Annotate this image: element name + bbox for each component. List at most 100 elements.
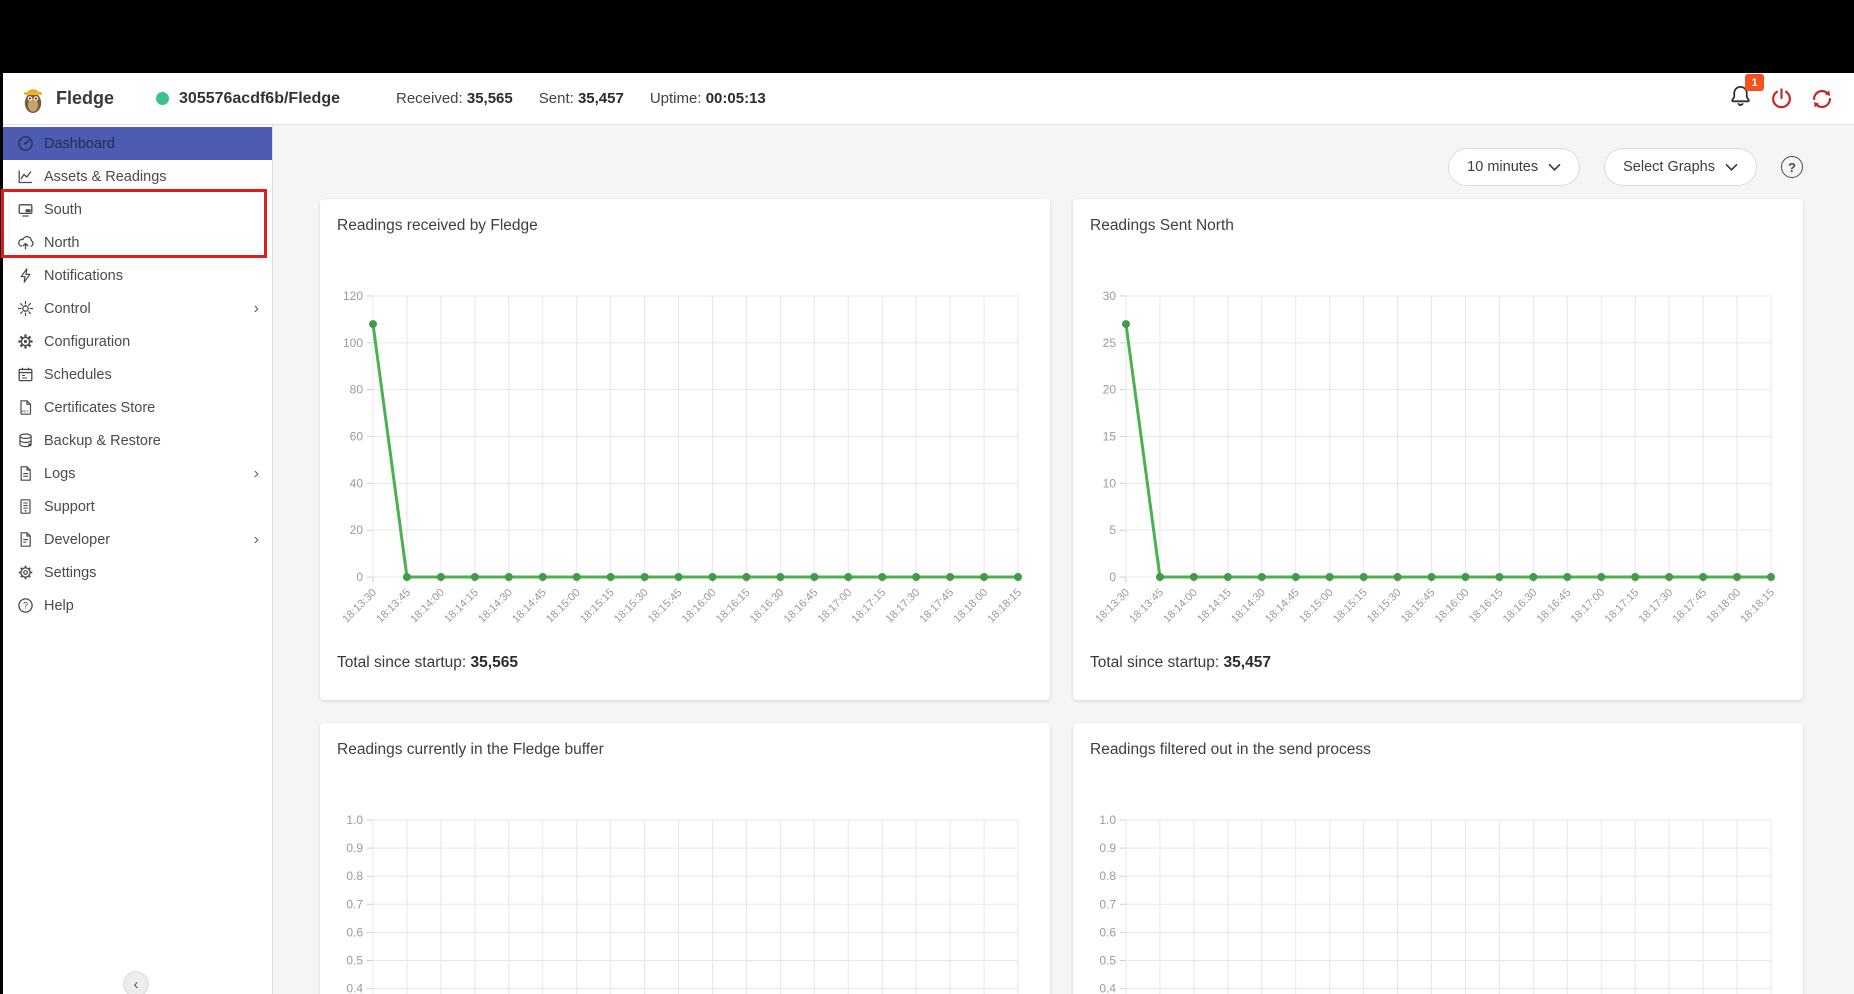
sidebar-item-label: Logs xyxy=(44,465,76,482)
svg-text:18:15:30: 18:15:30 xyxy=(1365,587,1404,626)
svg-text:1.0: 1.0 xyxy=(1099,813,1116,827)
svg-text:18:14:00: 18:14:00 xyxy=(408,587,447,626)
svg-text:25: 25 xyxy=(1103,336,1117,350)
svg-text:0.4: 0.4 xyxy=(346,982,363,994)
svg-text:80: 80 xyxy=(350,383,364,397)
time-window-value: 10 minutes xyxy=(1467,159,1539,175)
dashboard-help-button[interactable]: ? xyxy=(1781,156,1803,178)
svg-text:18:16:45: 18:16:45 xyxy=(1535,587,1574,626)
readings-sent-line-chart: 05101520253018:13:3018:13:4518:14:0018:1… xyxy=(1093,289,1777,626)
sidebar-item-label: Backup & Restore xyxy=(44,432,161,449)
sidebar-item-north[interactable]: North xyxy=(0,226,272,259)
help-icon: ? xyxy=(18,598,33,613)
sidebar-collapse-button[interactable]: ‹ xyxy=(123,971,149,994)
sidebar-item-support[interactable]: Support xyxy=(0,490,272,523)
svg-text:18:17:30: 18:17:30 xyxy=(1637,587,1676,626)
app-name: Fledge xyxy=(56,88,115,108)
sidebar-item-assets-readings[interactable]: Assets & Readings xyxy=(0,160,272,193)
sidebar-item-south[interactable]: South xyxy=(0,193,272,226)
sidebar-item-label: Notifications xyxy=(44,267,123,284)
svg-text:18:14:00: 18:14:00 xyxy=(1161,587,1200,626)
filtered-readings-line-chart: 0.00.10.20.30.40.50.60.70.80.91.0 xyxy=(1099,813,1772,994)
svg-text:18:15:45: 18:15:45 xyxy=(646,587,685,626)
sidebar-item-label: Control xyxy=(44,300,91,317)
refresh-button[interactable] xyxy=(1810,87,1834,111)
settings-icon xyxy=(18,565,33,580)
select-graphs-dropdown[interactable]: Select Graphs xyxy=(1604,148,1757,186)
svg-text:1.0: 1.0 xyxy=(346,813,363,827)
sidebar-item-label: Dashboard xyxy=(44,135,115,152)
sidebar-item-label: Help xyxy=(44,597,74,614)
sidebar-item-label: Certificates Store xyxy=(44,399,156,416)
notifications-icon xyxy=(20,268,31,283)
chevron-right-icon: › xyxy=(253,530,259,548)
certificates-icon: KEY xyxy=(20,400,32,415)
svg-text:18:14:30: 18:14:30 xyxy=(1229,587,1268,626)
svg-text:18:13:45: 18:13:45 xyxy=(1127,587,1166,626)
svg-text:40: 40 xyxy=(350,476,364,490)
card-title: Readings Sent North xyxy=(1090,217,1234,234)
configuration-icon xyxy=(18,334,33,349)
svg-text:KEY: KEY xyxy=(22,410,30,414)
svg-text:0.6: 0.6 xyxy=(1099,925,1116,939)
sidebar-item-developer[interactable]: Developer › xyxy=(0,523,272,556)
sidebar-item-dashboard[interactable]: Dashboard xyxy=(0,127,272,160)
svg-text:0.8: 0.8 xyxy=(346,869,363,883)
svg-text:18:17:00: 18:17:00 xyxy=(1569,587,1608,626)
svg-text:?: ? xyxy=(23,601,28,611)
svg-text:20: 20 xyxy=(350,523,364,537)
sidebar-item-label: South xyxy=(44,201,82,218)
sidebar-item-label: Assets & Readings xyxy=(44,168,167,185)
main-content: 10 minutes Select Graphs ? Readings rece… xyxy=(274,125,1854,994)
svg-text:0.7: 0.7 xyxy=(346,897,363,911)
north-icon xyxy=(18,236,34,250)
sidebar-item-settings[interactable]: Settings xyxy=(0,556,272,589)
svg-text:18:14:30: 18:14:30 xyxy=(476,587,515,626)
fledge-logo-icon xyxy=(24,88,42,113)
instance-name: 305576acdf6b/Fledge xyxy=(179,89,340,107)
chevron-down-icon xyxy=(1548,163,1561,171)
card-title: Readings filtered out in the send proces… xyxy=(1090,741,1371,758)
sidebar-item-label: Settings xyxy=(44,564,97,581)
buffer-readings-line-chart: 0.00.10.20.30.40.50.60.70.80.91.0 xyxy=(346,813,1019,994)
notifications-bell-button[interactable]: 1 xyxy=(1728,74,1764,114)
svg-text:18:15:15: 18:15:15 xyxy=(1331,587,1370,626)
chevron-right-icon: › xyxy=(253,299,259,317)
sidebar-item-notifications[interactable]: Notifications xyxy=(0,259,272,292)
svg-text:18:16:00: 18:16:00 xyxy=(680,587,719,626)
svg-text:18:14:15: 18:14:15 xyxy=(1195,587,1234,626)
svg-text:0.4: 0.4 xyxy=(1099,982,1116,994)
card-title: Readings currently in the Fledge buffer xyxy=(337,741,604,758)
shutdown-button[interactable] xyxy=(1770,87,1793,110)
svg-text:0: 0 xyxy=(1109,570,1116,584)
sidebar-item-certificates-store[interactable]: KEY Certificates Store xyxy=(0,391,272,424)
refresh-icon xyxy=(1812,89,1832,108)
svg-text:18:16:30: 18:16:30 xyxy=(748,587,787,626)
svg-text:0.8: 0.8 xyxy=(1099,869,1116,883)
notification-badge: 1 xyxy=(1745,74,1764,91)
svg-text:18:16:15: 18:16:15 xyxy=(714,587,753,626)
time-window-dropdown[interactable]: 10 minutes xyxy=(1448,148,1581,186)
sidebar-item-schedules[interactable]: Schedules xyxy=(0,358,272,391)
svg-text:18:18:00: 18:18:00 xyxy=(1704,587,1743,626)
sidebar-item-backup-restore[interactable]: Backup & Restore xyxy=(0,424,272,457)
app-header: Fledge 305576acdf6b/Fledge Received: 35,… xyxy=(0,73,1854,125)
received-stat: Received: 35,565 xyxy=(395,90,513,107)
status-dot-icon xyxy=(156,92,170,105)
sidebar-item-control[interactable]: Control › xyxy=(0,292,272,325)
dashboard-controls: 10 minutes Select Graphs ? xyxy=(320,148,1803,186)
svg-text:120: 120 xyxy=(343,289,363,303)
sidebar-item-help[interactable]: ? Help xyxy=(0,589,272,622)
developer-icon xyxy=(20,532,31,547)
svg-text:18:16:45: 18:16:45 xyxy=(782,587,821,626)
svg-text:0.7: 0.7 xyxy=(1099,897,1116,911)
backup-icon xyxy=(19,433,32,448)
schedules-icon xyxy=(18,367,33,382)
svg-text:18:14:45: 18:14:45 xyxy=(1263,587,1302,626)
control-icon xyxy=(17,300,34,317)
sidebar-item-label: Schedules xyxy=(44,366,112,383)
sidebar-item-logs[interactable]: Logs › xyxy=(0,457,272,490)
south-icon xyxy=(18,204,33,217)
dashboard-icon xyxy=(18,136,33,151)
sidebar-item-configuration[interactable]: Configuration xyxy=(0,325,272,358)
